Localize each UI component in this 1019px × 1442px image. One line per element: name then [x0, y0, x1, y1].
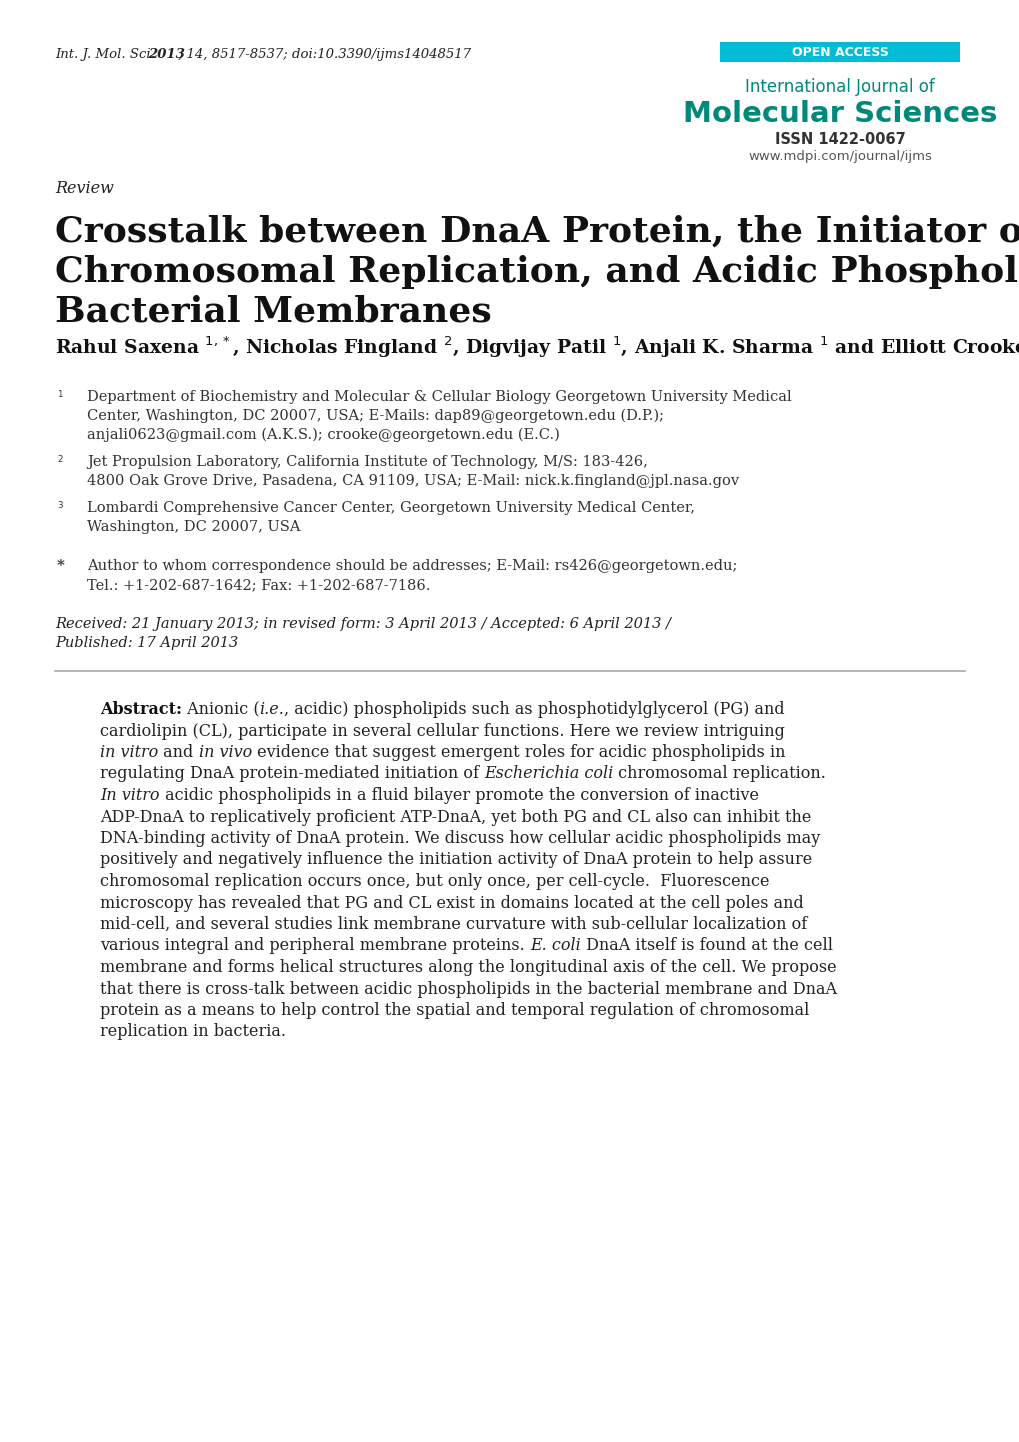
Text: International Journal of: International Journal of	[745, 78, 934, 97]
Text: Department of Biochemistry and Molecular & Cellular Biology Georgetown Universit: Department of Biochemistry and Molecular…	[87, 389, 791, 404]
Text: , acidic) phospholipids such as phosphotidylglycerol (PG) and: , acidic) phospholipids such as phosphot…	[284, 701, 785, 718]
Text: acidic phospholipids in a fluid bilayer promote the conversion of inactive: acidic phospholipids in a fluid bilayer …	[159, 787, 758, 805]
Text: Jet Propulsion Laboratory, California Institute of Technology, M/S: 183-426,: Jet Propulsion Laboratory, California In…	[87, 456, 647, 469]
Text: regulating DnaA protein-mediated initiation of: regulating DnaA protein-mediated initiat…	[100, 766, 484, 783]
Text: microscopy has revealed that PG and CL exist in domains located at the cell pole: microscopy has revealed that PG and CL e…	[100, 894, 803, 911]
Text: $^{1}$: $^{1}$	[57, 389, 64, 402]
Text: Abstract:: Abstract:	[100, 701, 181, 718]
Text: Int. J. Mol. Sci.: Int. J. Mol. Sci.	[55, 48, 159, 61]
Text: that there is cross-talk between acidic phospholipids in the bacterial membrane : that there is cross-talk between acidic …	[100, 981, 837, 998]
Text: Molecular Sciences: Molecular Sciences	[682, 99, 997, 128]
Text: Received: 21 January 2013; in revised form: 3 April 2013 / Accepted: 6 April 201: Received: 21 January 2013; in revised fo…	[55, 617, 671, 632]
Text: membrane and forms helical structures along the longitudinal axis of the cell. W: membrane and forms helical structures al…	[100, 959, 836, 976]
FancyBboxPatch shape	[719, 42, 959, 62]
Text: Escherichia coli: Escherichia coli	[484, 766, 612, 783]
Text: ISSN 1422-0067: ISSN 1422-0067	[773, 133, 905, 147]
Text: Washington, DC 20007, USA: Washington, DC 20007, USA	[87, 521, 301, 534]
Text: www.mdpi.com/journal/ijms: www.mdpi.com/journal/ijms	[747, 150, 931, 163]
Text: in vitro: in vitro	[100, 744, 158, 761]
Text: Lombardi Comprehensive Cancer Center, Georgetown University Medical Center,: Lombardi Comprehensive Cancer Center, Ge…	[87, 500, 694, 515]
Text: i.e.: i.e.	[260, 701, 284, 718]
Text: OPEN ACCESS: OPEN ACCESS	[791, 46, 888, 59]
Text: Crosstalk between DnaA Protein, the Initiator of: Crosstalk between DnaA Protein, the Init…	[55, 215, 1019, 249]
Text: anjali0623@gmail.com (A.K.S.); crooke@georgetown.edu (E.C.): anjali0623@gmail.com (A.K.S.); crooke@ge…	[87, 428, 559, 443]
Text: ADP-DnaA to replicatively proficient ATP-DnaA, yet both PG and CL also can inhib: ADP-DnaA to replicatively proficient ATP…	[100, 809, 810, 825]
Text: DnaA itself is found at the cell: DnaA itself is found at the cell	[580, 937, 832, 955]
Text: chromosomal replication occurs once, but only once, per cell-cycle.  Fluorescenc: chromosomal replication occurs once, but…	[100, 872, 768, 890]
Text: E. coli: E. coli	[529, 937, 580, 955]
Text: replication in bacteria.: replication in bacteria.	[100, 1024, 285, 1041]
Text: Author to whom correspondence should be addresses; E-Mail: rs426@georgetown.edu;: Author to whom correspondence should be …	[87, 559, 737, 572]
Text: DNA-binding activity of DnaA protein. We discuss how cellular acidic phospholipi: DNA-binding activity of DnaA protein. We…	[100, 831, 819, 846]
Text: $^{2}$: $^{2}$	[57, 456, 63, 469]
Text: mid-cell, and several studies link membrane curvature with sub-cellular localiza: mid-cell, and several studies link membr…	[100, 916, 806, 933]
Text: chromosomal replication.: chromosomal replication.	[612, 766, 825, 783]
Text: Rahul Saxena $^{1,*}$, Nicholas Fingland $^{2}$, Digvijay Patil $^{1}$, Anjali K: Rahul Saxena $^{1,*}$, Nicholas Fingland…	[55, 335, 1019, 360]
Text: in vivo: in vivo	[199, 744, 252, 761]
Text: Review: Review	[55, 180, 114, 198]
Text: , 14, 8517-8537; doi:10.3390/ijms14048517: , 14, 8517-8537; doi:10.3390/ijms1404851…	[178, 48, 471, 61]
Text: protein as a means to help control the spatial and temporal regulation of chromo: protein as a means to help control the s…	[100, 1002, 809, 1019]
Text: evidence that suggest emergent roles for acidic phospholipids in: evidence that suggest emergent roles for…	[252, 744, 785, 761]
Text: Bacterial Membranes: Bacterial Membranes	[55, 296, 491, 329]
Text: Center, Washington, DC 20007, USA; E-Mails: dap89@georgetown.edu (D.P.);: Center, Washington, DC 20007, USA; E-Mai…	[87, 410, 663, 424]
Text: Published: 17 April 2013: Published: 17 April 2013	[55, 636, 238, 650]
Text: 2013: 2013	[148, 48, 184, 61]
Text: Tel.: +1-202-687-1642; Fax: +1-202-687-7186.: Tel.: +1-202-687-1642; Fax: +1-202-687-7…	[87, 578, 430, 593]
Text: and: and	[158, 744, 199, 761]
Text: cardiolipin (CL), participate in several cellular functions. Here we review intr: cardiolipin (CL), participate in several…	[100, 722, 784, 740]
Text: 4800 Oak Grove Drive, Pasadena, CA 91109, USA; E-Mail: nick.k.fingland@jpl.nasa.: 4800 Oak Grove Drive, Pasadena, CA 91109…	[87, 474, 739, 487]
Text: $^{3}$: $^{3}$	[57, 500, 64, 513]
Text: In vitro: In vitro	[100, 787, 159, 805]
Text: Anionic (: Anionic (	[181, 701, 260, 718]
Text: Chromosomal Replication, and Acidic Phospholipids Present in: Chromosomal Replication, and Acidic Phos…	[55, 255, 1019, 288]
Text: positively and negatively influence the initiation activity of DnaA protein to h: positively and negatively influence the …	[100, 851, 811, 868]
Text: *: *	[57, 559, 65, 572]
Text: various integral and peripheral membrane proteins.: various integral and peripheral membrane…	[100, 937, 529, 955]
